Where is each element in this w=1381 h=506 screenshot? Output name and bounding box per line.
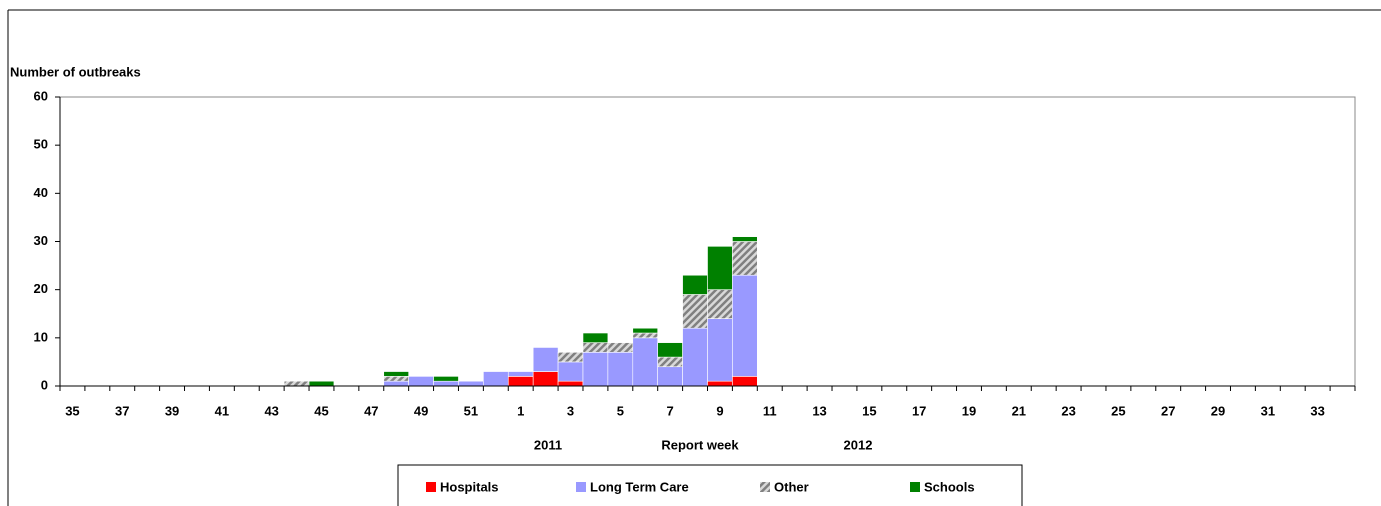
- bar-segment: [682, 294, 708, 329]
- x-tick-label: 45: [314, 403, 328, 418]
- x-tick-label: 39: [165, 403, 179, 418]
- bar-segment: [732, 241, 758, 276]
- bar-segment: [582, 332, 609, 343]
- x-tick-label: 15: [862, 403, 876, 418]
- bar-segment: [408, 376, 434, 387]
- legend-label: Schools: [924, 479, 975, 494]
- bar-segment: [507, 371, 534, 377]
- y-tick-label: 40: [34, 185, 48, 200]
- x-tick-label: 31: [1261, 403, 1275, 418]
- bar-segment: [383, 371, 409, 377]
- bar-segment: [632, 337, 658, 387]
- bar-segment: [707, 380, 733, 387]
- y-tick-label: 0: [41, 377, 48, 392]
- legend-label: Hospitals: [440, 479, 499, 494]
- x-tick-label: 27: [1161, 403, 1175, 418]
- x-tick-label: 9: [716, 403, 723, 418]
- bar-segment: [433, 376, 459, 382]
- bar-segment: [707, 246, 733, 290]
- bar-segment: [557, 361, 584, 382]
- x-tick-label: 47: [364, 403, 378, 418]
- bar-segment: [383, 380, 409, 387]
- bar-segment: [582, 351, 609, 387]
- bar-segment: [507, 376, 534, 387]
- bar-segment: [732, 236, 758, 242]
- bar-segment: [682, 327, 708, 387]
- bar-segment: [632, 327, 658, 334]
- legend-label: Long Term Care: [590, 479, 689, 494]
- bar-segment: [483, 371, 509, 387]
- x-tick-label: 11: [763, 403, 777, 418]
- x-tick-label: 43: [264, 403, 278, 418]
- bar-segment: [532, 347, 559, 372]
- annotation: 2011: [534, 437, 562, 452]
- x-axis-label: Report week: [661, 437, 739, 452]
- legend-swatch: [576, 482, 586, 492]
- y-tick-label: 60: [34, 88, 48, 103]
- y-tick-label: 20: [34, 281, 48, 296]
- bar-segment: [707, 318, 733, 382]
- x-tick-label: 49: [414, 403, 428, 418]
- y-tick-label: 30: [34, 233, 48, 248]
- x-tick-label: 3: [567, 403, 574, 418]
- bar-segment: [557, 380, 584, 387]
- bar-segment: [532, 371, 559, 387]
- x-tick-label: 1: [517, 403, 524, 418]
- legend-swatch: [760, 482, 770, 492]
- x-tick-label: 25: [1111, 403, 1125, 418]
- x-tick-label: 51: [464, 403, 478, 418]
- y-tick-label: 50: [34, 137, 48, 152]
- bar-segment: [607, 351, 634, 387]
- bar-segment: [682, 274, 708, 295]
- x-tick-label: 17: [912, 403, 926, 418]
- bar-segment: [433, 380, 459, 387]
- bar-segment: [707, 289, 733, 319]
- bar-segment: [632, 332, 658, 339]
- bar-segment: [308, 380, 335, 387]
- bar-segment: [383, 376, 409, 382]
- bar-segment: [657, 342, 683, 358]
- bar-segment: [458, 380, 484, 387]
- x-tick-label: 7: [667, 403, 674, 418]
- bar-segment: [557, 351, 584, 363]
- bar-segment: [283, 380, 310, 387]
- x-tick-label: 19: [962, 403, 976, 418]
- y-axis-label: Number of outbreaks: [10, 64, 141, 79]
- x-tick-label: 35: [65, 403, 79, 418]
- legend-swatch: [426, 482, 436, 492]
- x-tick-label: 23: [1061, 403, 1075, 418]
- bar-segment: [657, 366, 683, 387]
- x-tick-label: 5: [617, 403, 624, 418]
- bar-segment: [582, 342, 609, 353]
- bar-segment: [732, 376, 758, 387]
- bar-segment: [657, 356, 683, 368]
- x-tick-label: 33: [1310, 403, 1324, 418]
- legend-label: Other: [774, 479, 809, 494]
- bar-segment: [732, 274, 758, 377]
- x-tick-label: 37: [115, 403, 129, 418]
- x-tick-label: 29: [1211, 403, 1225, 418]
- annotation: 2012: [844, 437, 873, 452]
- bar-segment: [607, 342, 634, 353]
- legend-swatch: [910, 482, 920, 492]
- x-tick-label: 13: [812, 403, 826, 418]
- y-tick-label: 10: [34, 329, 48, 344]
- x-tick-label: 41: [215, 403, 229, 418]
- x-tick-label: 21: [1012, 403, 1026, 418]
